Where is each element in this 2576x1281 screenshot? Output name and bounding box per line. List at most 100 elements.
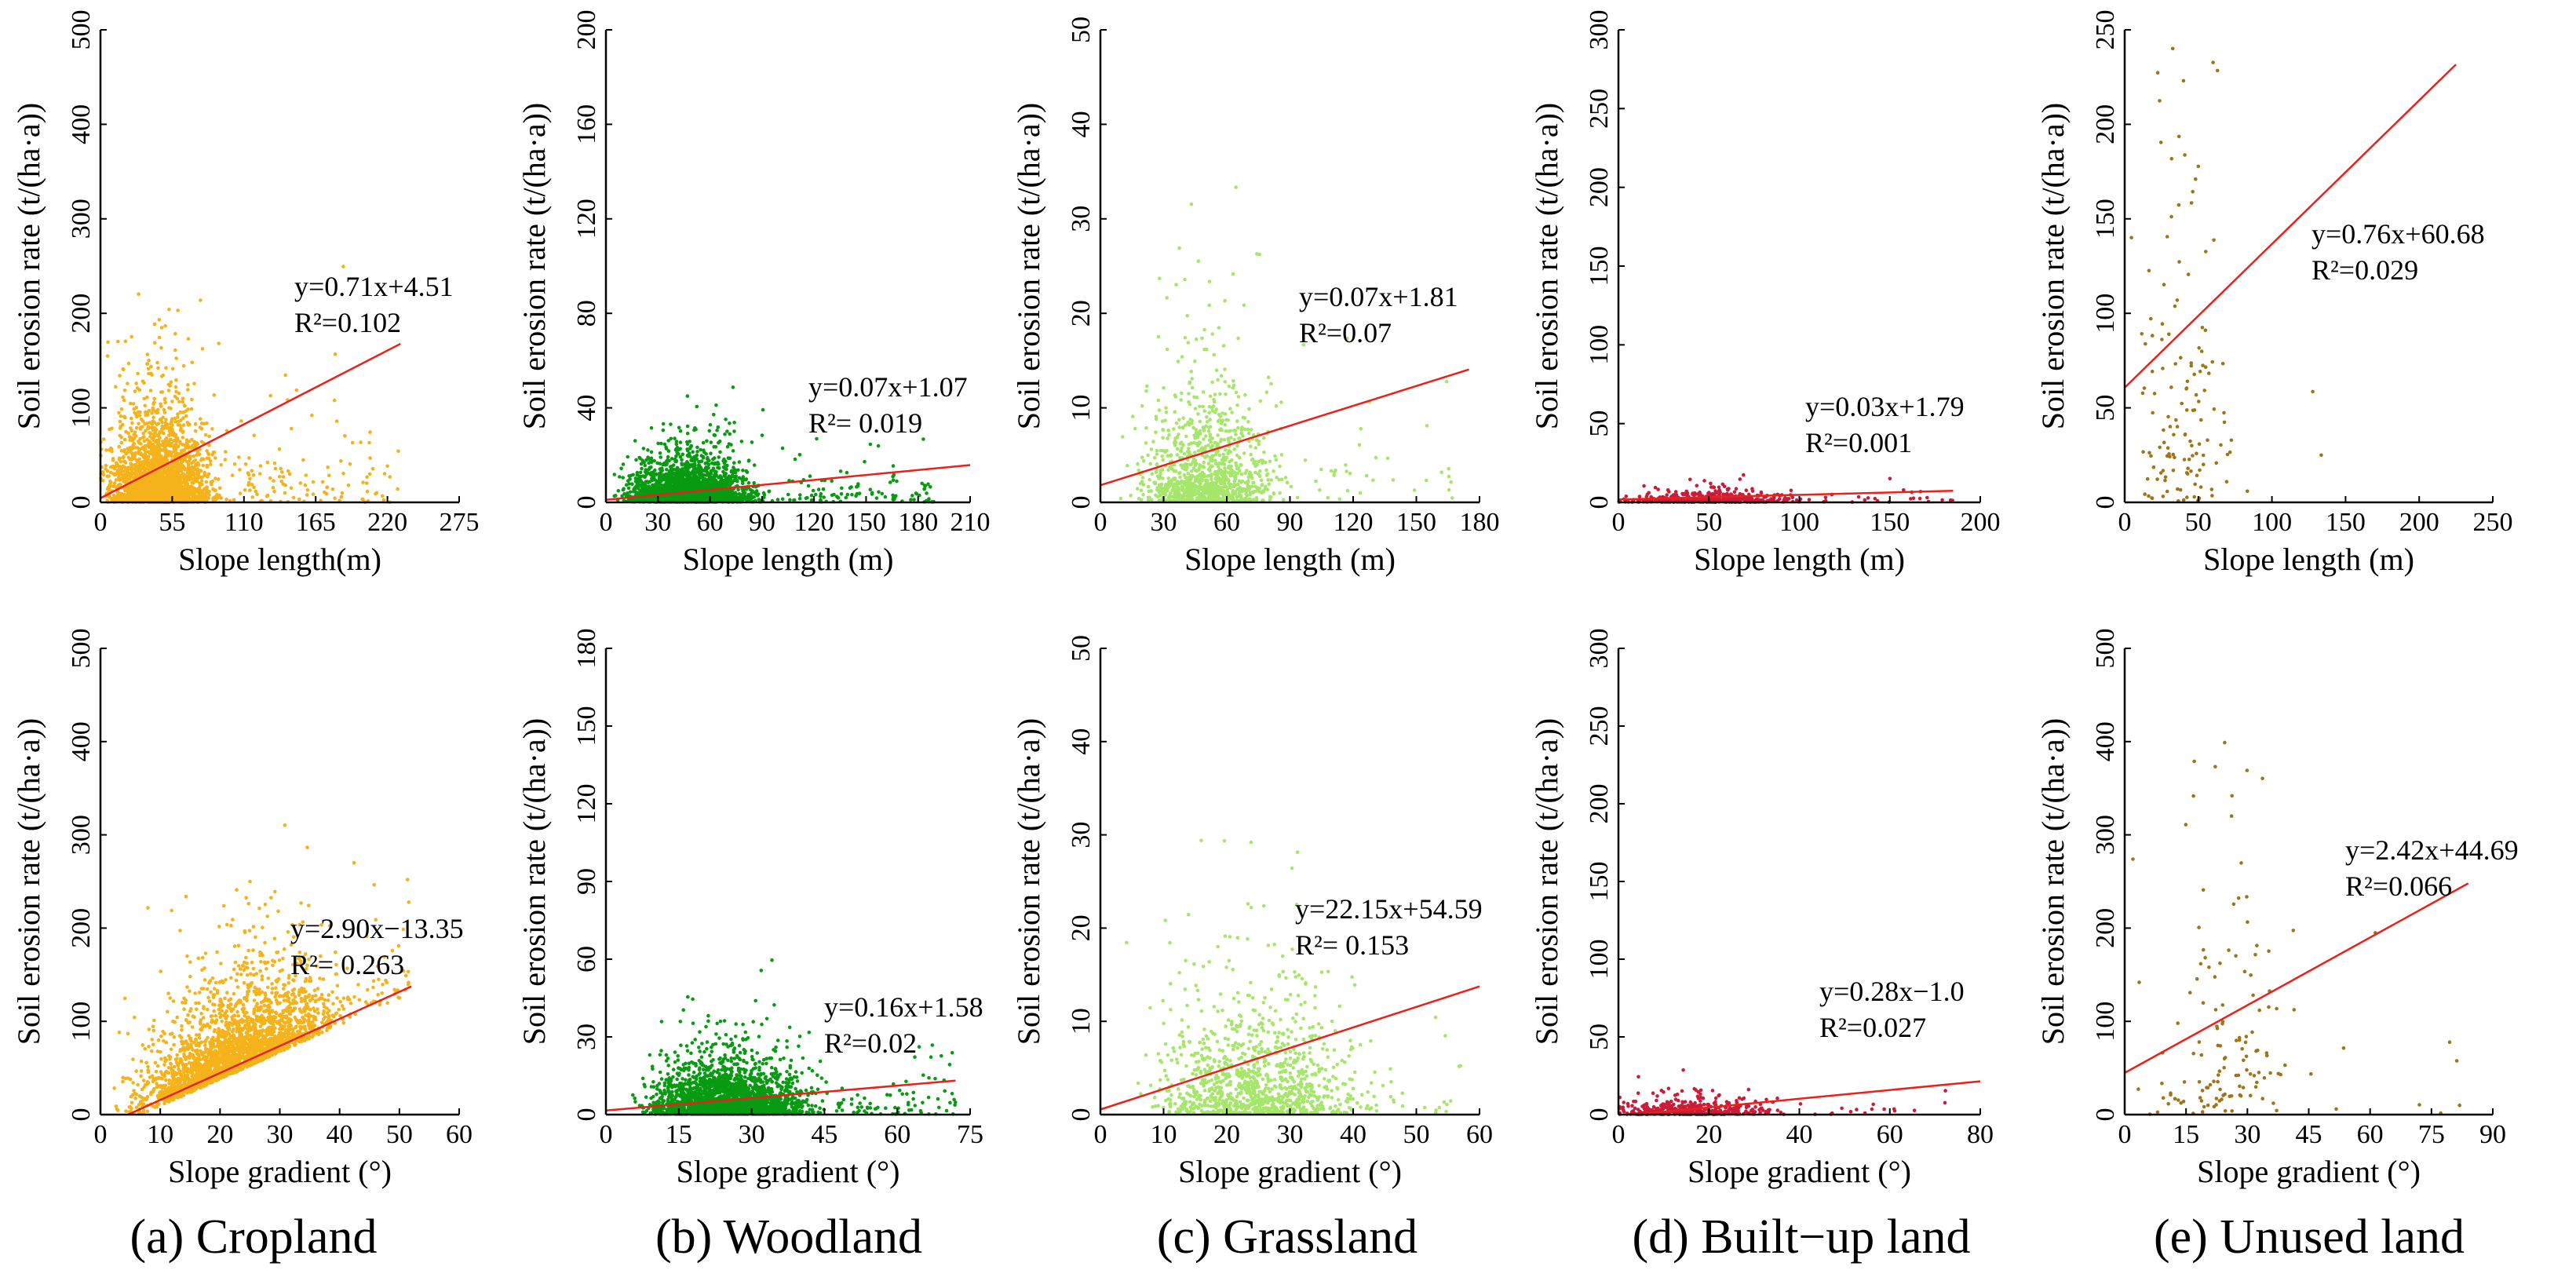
data-point — [115, 498, 119, 502]
data-point — [839, 492, 844, 496]
data-point — [895, 479, 899, 484]
data-point — [133, 446, 137, 450]
data-point — [268, 393, 273, 398]
data-point — [612, 494, 617, 498]
data-point — [161, 484, 165, 488]
data-point — [925, 491, 929, 495]
data-point — [257, 472, 262, 476]
data-point — [157, 318, 162, 322]
data-point — [741, 469, 745, 473]
data-point — [159, 487, 162, 491]
data-point — [186, 388, 190, 392]
data-point — [717, 440, 721, 445]
data-point — [297, 497, 301, 502]
data-point — [117, 444, 121, 449]
data-point — [155, 460, 159, 465]
data-point — [172, 482, 177, 486]
data-point — [184, 488, 188, 492]
data-point — [162, 407, 166, 412]
data-point — [122, 437, 127, 442]
data-point — [204, 491, 209, 495]
data-point — [131, 493, 136, 498]
data-point — [725, 429, 729, 433]
data-point — [173, 331, 177, 336]
data-point — [219, 463, 224, 467]
data-point — [180, 488, 184, 493]
data-point — [164, 443, 168, 448]
data-point — [101, 470, 105, 474]
data-point — [114, 385, 118, 389]
data-point — [374, 491, 378, 496]
data-point — [305, 493, 309, 497]
data-point — [189, 472, 193, 476]
data-point — [130, 458, 134, 462]
data-point — [678, 429, 683, 433]
data-point — [192, 440, 196, 444]
data-point — [396, 487, 400, 491]
data-point — [330, 487, 335, 491]
data-point — [736, 468, 740, 473]
data-point — [755, 493, 760, 498]
data-point — [732, 429, 736, 433]
data-point — [146, 457, 150, 462]
data-point — [388, 475, 392, 479]
data-point — [792, 498, 797, 502]
data-point — [273, 466, 278, 471]
data-point — [152, 322, 157, 327]
data-point — [119, 449, 124, 453]
data-point — [672, 484, 676, 488]
data-point — [181, 363, 186, 368]
data-point — [653, 468, 657, 473]
data-point — [121, 395, 125, 400]
data-point — [325, 485, 329, 490]
data-point — [674, 440, 679, 443]
data-point — [183, 467, 187, 472]
data-point — [265, 460, 270, 465]
data-point — [190, 397, 194, 402]
data-point — [119, 483, 122, 487]
data-point — [199, 469, 203, 473]
data-point — [190, 443, 195, 448]
data-point — [192, 467, 195, 471]
data-point — [635, 470, 640, 475]
data-point — [655, 461, 659, 465]
data-point — [131, 402, 136, 406]
data-point — [105, 474, 110, 479]
data-point — [205, 449, 209, 453]
data-point — [181, 448, 186, 452]
data-point — [199, 298, 203, 302]
data-point — [661, 422, 666, 426]
data-point — [173, 348, 177, 352]
data-point — [838, 469, 843, 473]
data-point — [137, 422, 140, 425]
data-point — [250, 469, 254, 473]
data-point — [909, 498, 913, 502]
data-point — [133, 471, 137, 476]
data-point — [716, 425, 721, 429]
data-point — [678, 454, 683, 459]
data-point — [178, 441, 182, 445]
data-point — [206, 472, 211, 476]
data-point — [126, 381, 130, 385]
data-point — [739, 493, 743, 497]
data-point — [370, 467, 375, 471]
data-point — [334, 419, 339, 423]
data-point — [621, 476, 625, 480]
data-point — [840, 486, 844, 491]
data-point — [151, 415, 155, 420]
data-point — [718, 450, 722, 454]
data-point — [169, 380, 173, 385]
data-point — [203, 432, 208, 437]
data-point — [286, 469, 290, 473]
data-point — [181, 436, 185, 440]
data-point — [272, 479, 275, 483]
data-point — [172, 475, 176, 480]
regression-equation: y=0.71x+4.51 — [294, 271, 454, 302]
data-point — [277, 447, 282, 451]
data-point — [150, 436, 155, 440]
data-point — [145, 395, 149, 400]
data-point — [252, 433, 257, 438]
data-point — [180, 429, 184, 433]
data-point — [310, 413, 314, 418]
